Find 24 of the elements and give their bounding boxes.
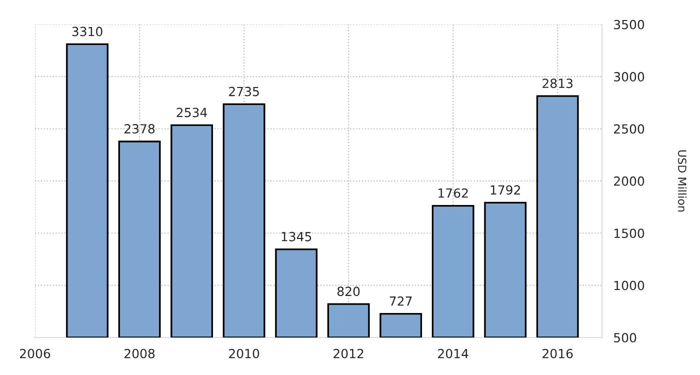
x-tick-label: 2014	[438, 348, 468, 358]
y-axis-title: USD Million	[678, 150, 687, 212]
x-tick-label: 2016	[542, 348, 573, 358]
x-tick-label: 2008	[124, 348, 155, 358]
y-tick-label: 2000	[614, 176, 644, 186]
x-tick-label: 2012	[334, 348, 364, 358]
data-label: 3310	[72, 26, 102, 36]
y-tick-label: 500	[614, 332, 636, 342]
y-tick-label: 3500	[614, 20, 644, 30]
data-label: 1762	[438, 188, 468, 198]
data-label: 2534	[176, 108, 207, 118]
data-label: 2735	[229, 86, 259, 96]
data-label: 727	[390, 296, 412, 306]
data-label: 820	[337, 286, 360, 296]
y-tick-label: 2500	[614, 124, 644, 134]
x-tick-label: 2010	[229, 348, 260, 358]
data-label: 2378	[124, 124, 155, 134]
data-label: 1792	[490, 185, 520, 195]
y-tick-label: 1000	[614, 280, 644, 290]
data-label: 1345	[282, 232, 312, 242]
y-tick-label: 1500	[614, 228, 644, 238]
y-tick-label: 3000	[614, 72, 644, 82]
data-label: 2813	[542, 78, 572, 88]
x-tick-label: 2006	[20, 348, 50, 358]
